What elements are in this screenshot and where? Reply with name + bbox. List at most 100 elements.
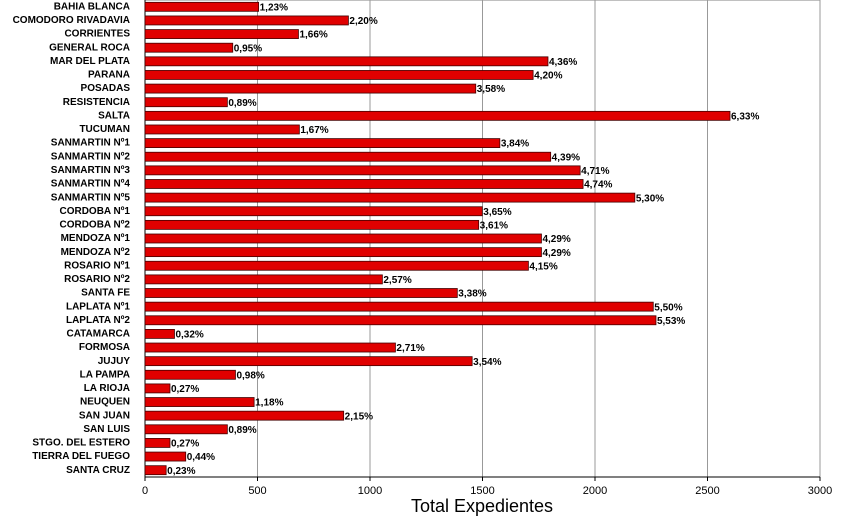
data-label: 5,53% — [657, 316, 685, 327]
bar — [144, 410, 345, 421]
data-label: 0,89% — [228, 98, 256, 109]
y-tick-label: TUCUMAN — [79, 124, 130, 135]
y-tick-label: CORDOBA Nº2 — [59, 220, 130, 231]
bar — [144, 29, 299, 39]
bar — [144, 110, 731, 121]
y-tick-label: LA RIOJA — [84, 383, 130, 394]
data-label: 2,57% — [383, 275, 411, 286]
bar — [144, 15, 349, 26]
data-label: 0,27% — [171, 384, 199, 395]
bar — [144, 465, 167, 476]
bar — [144, 233, 542, 244]
axis-title: Total Expedientes — [411, 496, 553, 516]
data-label: 0,32% — [175, 330, 203, 341]
y-tick-label: COMODORO RIVADAVIA — [13, 15, 130, 26]
y-tick-label: LA PAMPA — [80, 369, 130, 380]
data-label: 3,54% — [473, 357, 501, 368]
y-tick-label: SAN JUAN — [79, 410, 130, 421]
data-label: 2,71% — [396, 343, 424, 354]
bar — [144, 192, 636, 203]
y-tick-label: BAHIA BLANCA — [54, 1, 130, 12]
y-tick-label: PARANA — [88, 70, 130, 81]
data-label: 3,58% — [477, 84, 505, 95]
bar — [144, 247, 542, 258]
data-label: 0,89% — [228, 425, 256, 436]
data-label: 3,65% — [483, 207, 511, 218]
data-label: 0,44% — [187, 452, 215, 463]
y-tick-label: SANMARTIN Nº2 — [51, 151, 131, 162]
y-tick-label: POSADAS — [81, 83, 131, 94]
bar — [144, 342, 396, 353]
bar — [144, 315, 657, 326]
data-label: 1,18% — [255, 398, 283, 409]
data-label: 1,67% — [300, 125, 328, 136]
data-label: 4,20% — [534, 71, 562, 82]
data-label: 2,20% — [349, 16, 377, 27]
data-label: 0,27% — [171, 439, 199, 450]
y-tick-label: LAPLATA Nº2 — [66, 315, 130, 326]
data-label: 0,98% — [236, 370, 264, 381]
bar — [144, 124, 300, 135]
x-tick-label: 0 — [142, 485, 148, 497]
data-label: 4,39% — [552, 152, 580, 163]
bar — [144, 451, 187, 462]
y-tick-label: STGO. DEL ESTERO — [32, 438, 130, 449]
bar — [144, 206, 483, 217]
bar — [144, 56, 549, 67]
y-tick-label: CORRIENTES — [64, 29, 130, 40]
y-tick-label: CORDOBA Nº1 — [59, 206, 130, 217]
bar — [144, 397, 255, 407]
data-label: 0,95% — [234, 43, 262, 54]
bar — [144, 274, 383, 285]
x-tick-label: 1500 — [470, 485, 494, 497]
y-tick-label: JUJUY — [98, 356, 131, 367]
data-label: 3,61% — [480, 221, 508, 232]
data-label: 2,15% — [345, 411, 373, 422]
bar — [144, 329, 175, 339]
y-tick-label: ROSARIO Nº2 — [64, 274, 130, 285]
y-tick-label: SALTA — [98, 110, 130, 121]
y-tick-label: LAPLATA Nº1 — [66, 301, 130, 312]
y-tick-label: SAN LUIS — [83, 424, 130, 435]
data-label: 4,36% — [549, 57, 577, 68]
bar — [144, 138, 501, 148]
bar — [144, 151, 552, 162]
y-tick-label: GENERAL ROCA — [49, 42, 130, 53]
y-tick-label: MENDOZA Nº2 — [61, 247, 131, 258]
data-label: 3,38% — [458, 289, 486, 300]
y-tick-label: RESISTENCIA — [63, 97, 130, 108]
bar — [144, 260, 529, 271]
y-tick-label: SANMARTIN Nº1 — [51, 138, 131, 149]
bar — [144, 369, 236, 380]
bar — [144, 219, 480, 230]
y-tick-label: CATAMARCA — [66, 329, 130, 340]
y-tick-label: FORMOSA — [79, 342, 130, 353]
data-label: 5,30% — [636, 193, 664, 204]
x-tick-label: 2500 — [695, 485, 719, 497]
data-label: 6,33% — [731, 111, 759, 122]
data-label: 1,23% — [260, 2, 288, 13]
data-label: 4,15% — [529, 261, 557, 272]
data-label: 4,29% — [542, 248, 570, 259]
bar — [144, 165, 581, 176]
data-label: 4,71% — [581, 166, 609, 177]
data-label: 1,66% — [299, 30, 327, 41]
y-tick-label: SANMARTIN Nº4 — [51, 179, 131, 190]
y-tick-label: MENDOZA Nº1 — [61, 233, 131, 244]
x-tick-label: 500 — [248, 485, 266, 497]
bar — [144, 1, 260, 12]
bar — [144, 83, 477, 94]
data-label: 5,50% — [654, 302, 682, 313]
bar — [144, 70, 534, 80]
y-tick-label: MAR DEL PLATA — [50, 56, 130, 67]
bar — [144, 383, 171, 394]
data-label: 4,74% — [584, 180, 612, 191]
bar — [144, 356, 473, 367]
bar — [144, 288, 458, 298]
x-tick-label: 1000 — [358, 485, 382, 497]
bar — [144, 438, 171, 448]
y-tick-label: SANTA CRUZ — [66, 465, 130, 476]
bar — [144, 424, 228, 435]
x-tick-label: 2000 — [583, 485, 607, 497]
